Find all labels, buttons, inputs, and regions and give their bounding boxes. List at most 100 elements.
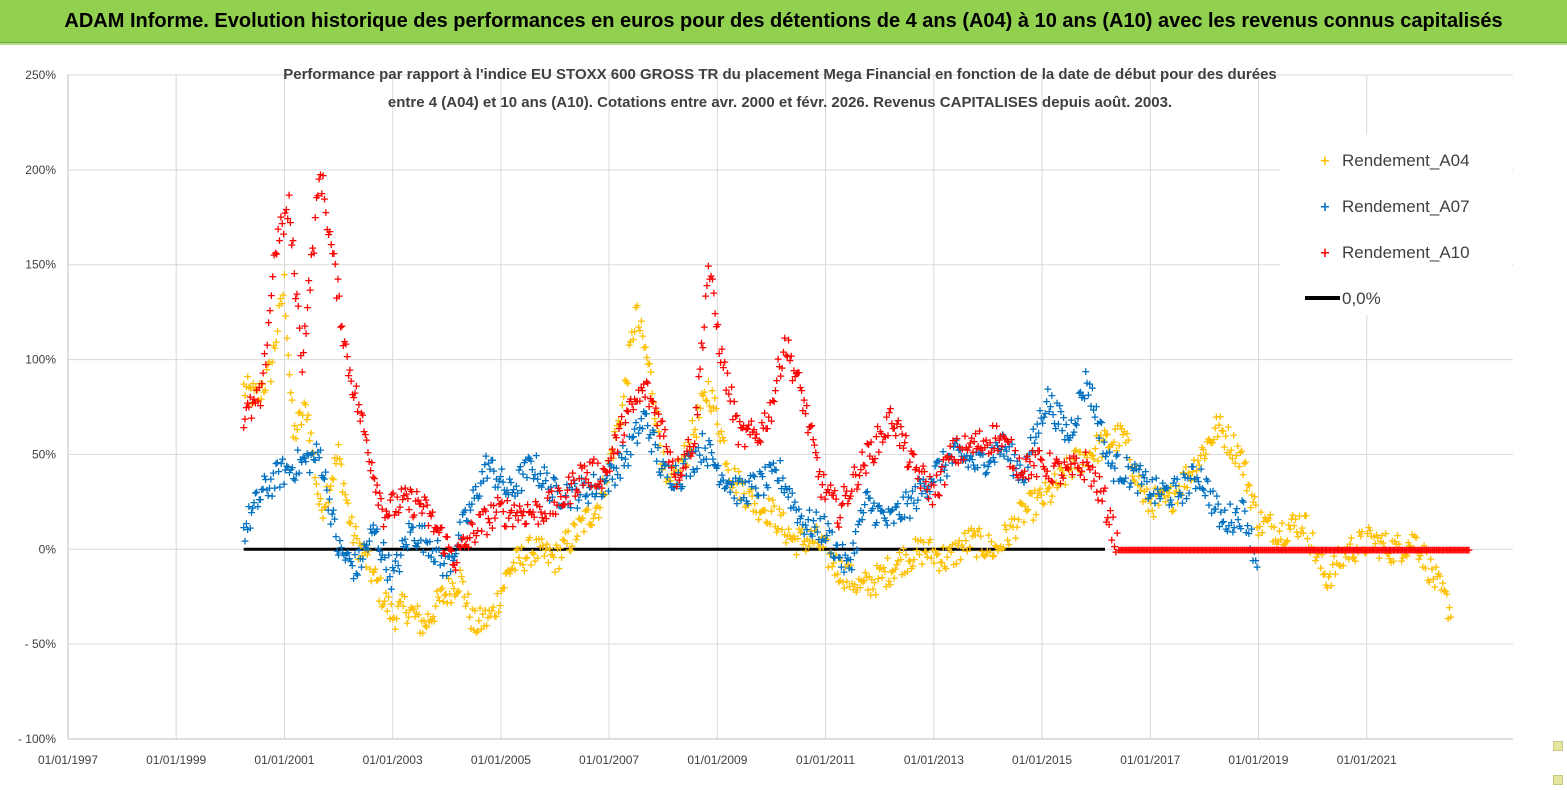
data-point: + (1174, 490, 1183, 503)
data-point: + (375, 486, 384, 499)
data-point: + (253, 500, 262, 513)
data-point: + (407, 521, 416, 534)
resize-handle[interactable] (1553, 741, 1563, 751)
data-point: + (463, 532, 472, 545)
data-point: + (1218, 516, 1227, 529)
data-point: + (1278, 517, 1287, 530)
data-point: + (255, 381, 264, 394)
x-tick-label: 01/01/1999 (146, 753, 206, 767)
data-point: + (1251, 554, 1260, 567)
data-point: + (1423, 574, 1432, 587)
data-point: + (454, 585, 463, 598)
data-point: + (1021, 499, 1030, 512)
data-point: + (668, 481, 677, 494)
data-point: + (713, 418, 722, 431)
data-point: + (1045, 480, 1054, 493)
data-point: + (393, 491, 402, 504)
data-point: + (350, 386, 359, 399)
data-point: + (374, 542, 383, 555)
data-point: + (688, 414, 697, 427)
data-point: + (567, 477, 576, 490)
data-point: + (799, 538, 808, 551)
data-point: + (440, 547, 449, 560)
data-point: + (432, 585, 441, 598)
data-point: + (437, 521, 446, 534)
data-point: + (495, 599, 504, 612)
data-point: + (1157, 485, 1166, 498)
data-point: + (325, 493, 334, 506)
data-point: + (461, 503, 470, 516)
data-point: + (768, 494, 777, 507)
data-point: + (1262, 513, 1271, 526)
data-point: + (933, 547, 942, 560)
data-point: + (700, 320, 709, 333)
data-point: + (1117, 423, 1126, 436)
data-point: + (401, 606, 410, 619)
data-point: + (1433, 570, 1442, 583)
data-point: + (755, 465, 764, 478)
data-point: + (460, 590, 469, 603)
data-point: + (364, 545, 373, 558)
data-point: + (1392, 537, 1401, 550)
data-point: + (459, 530, 468, 543)
data-point: + (413, 600, 422, 613)
data-point: + (518, 468, 527, 481)
data-point: + (346, 517, 355, 530)
data-point: + (1275, 525, 1284, 538)
data-point: + (953, 440, 962, 453)
data-point: + (1053, 481, 1062, 494)
data-point: + (838, 538, 847, 551)
data-point: + (414, 536, 423, 549)
data-point: + (397, 483, 406, 496)
data-point: + (1437, 583, 1446, 596)
data-point: + (865, 492, 874, 505)
data-point: + (269, 249, 278, 262)
data-point: + (588, 457, 597, 470)
data-point: + (540, 507, 549, 520)
data-point: + (1080, 448, 1089, 461)
data-point: + (646, 365, 655, 378)
data-point: + (1325, 568, 1334, 581)
data-point: + (963, 545, 972, 558)
data-point: + (812, 506, 821, 519)
resize-handle-bottom[interactable] (1553, 775, 1563, 785)
data-point: + (1295, 509, 1304, 522)
data-point: + (1304, 541, 1313, 554)
data-point: + (346, 555, 355, 568)
data-point: + (1207, 437, 1216, 450)
data-point: + (785, 482, 794, 495)
data-point: + (1005, 440, 1014, 453)
data-point: + (304, 409, 313, 422)
data-point: + (360, 546, 369, 559)
data-point: + (804, 513, 813, 526)
data-point: + (1074, 446, 1083, 459)
data-point: + (387, 598, 396, 611)
data-point: + (416, 626, 425, 639)
data-point: + (955, 534, 964, 547)
data-point: + (1189, 460, 1198, 473)
series-Rendement_A07: + + + + + + + + + + + + + + + + + + + + + + + + + + + + + + + + + + + + + + + +… (239, 365, 1262, 596)
data-point: + (550, 565, 559, 578)
data-point: + (458, 508, 467, 521)
data-point: + (848, 577, 857, 590)
data-point: + (498, 582, 507, 595)
data-point: + (395, 595, 404, 608)
data-point: + (1110, 462, 1119, 475)
y-tick-label: - 100% (18, 732, 56, 746)
data-point: + (361, 561, 370, 574)
data-point: + (613, 468, 622, 481)
data-point: + (919, 473, 928, 486)
data-point: + (1063, 429, 1072, 442)
data-point: + (694, 441, 703, 454)
data-point: + (1082, 451, 1091, 464)
data-point: + (508, 520, 517, 533)
data-point: + (541, 474, 550, 487)
data-point: + (1153, 487, 1162, 500)
data-point: + (676, 482, 685, 495)
data-point: + (1023, 461, 1032, 474)
data-point: + (493, 587, 502, 600)
data-point: + (281, 309, 290, 322)
data-point: + (1207, 506, 1216, 519)
data-point: + (369, 565, 378, 578)
data-point: + (767, 505, 776, 518)
